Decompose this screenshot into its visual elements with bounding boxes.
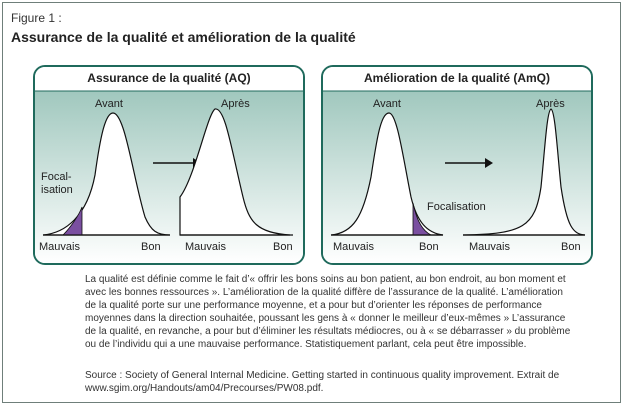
before-label: Avant — [95, 98, 123, 110]
figure-description: La qualité est définie comme le fait d’«… — [85, 274, 571, 350]
after-label: Après — [221, 98, 250, 110]
figure-source: Source : Society of General Internal Med… — [85, 370, 560, 394]
focus-label-line1: Focal- — [41, 171, 72, 183]
after-curve — [462, 108, 586, 236]
figure-frame: Figure 1 : Assurance de la qualité et am… — [2, 2, 621, 403]
focus-label-line2: isation — [41, 184, 73, 196]
good-label: Bon — [561, 241, 581, 253]
quality-assurance-panel: Assurance de la qualité (AQ) Avant Après… — [33, 65, 305, 265]
quality-improvement-title: Amélioration de la qualité (AmQ) — [363, 71, 551, 85]
arrow-head — [485, 158, 493, 168]
good-label: Bon — [419, 241, 439, 253]
panel-title-band — [323, 67, 591, 91]
bad-label: Mauvais — [39, 241, 80, 253]
before-curve — [330, 112, 444, 236]
after-label: Après — [536, 98, 565, 110]
focus-label: Focalisation — [427, 201, 486, 213]
figure-number: Figure 1 : — [11, 11, 62, 25]
bad-label: Mauvais — [185, 241, 226, 253]
after-curve — [179, 108, 291, 236]
good-label: Bon — [141, 241, 161, 253]
focus-area — [62, 206, 83, 236]
panel-background — [35, 89, 303, 263]
good-label: Bon — [273, 241, 293, 253]
figure-title: Assurance de la qualité et amélioration … — [11, 29, 356, 45]
quality-improvement-panel: Amélioration de la qualité (AmQ) Avant A… — [321, 65, 593, 265]
before-curve — [42, 112, 171, 236]
quality-assurance-title: Assurance de la qualité (AQ) — [87, 71, 251, 85]
before-label: Avant — [373, 98, 401, 110]
bad-label: Mauvais — [469, 241, 510, 253]
panel-title-band — [35, 67, 303, 91]
bad-label: Mauvais — [333, 241, 374, 253]
quality-assurance-diagram — [35, 67, 303, 263]
quality-improvement-diagram — [323, 67, 591, 263]
